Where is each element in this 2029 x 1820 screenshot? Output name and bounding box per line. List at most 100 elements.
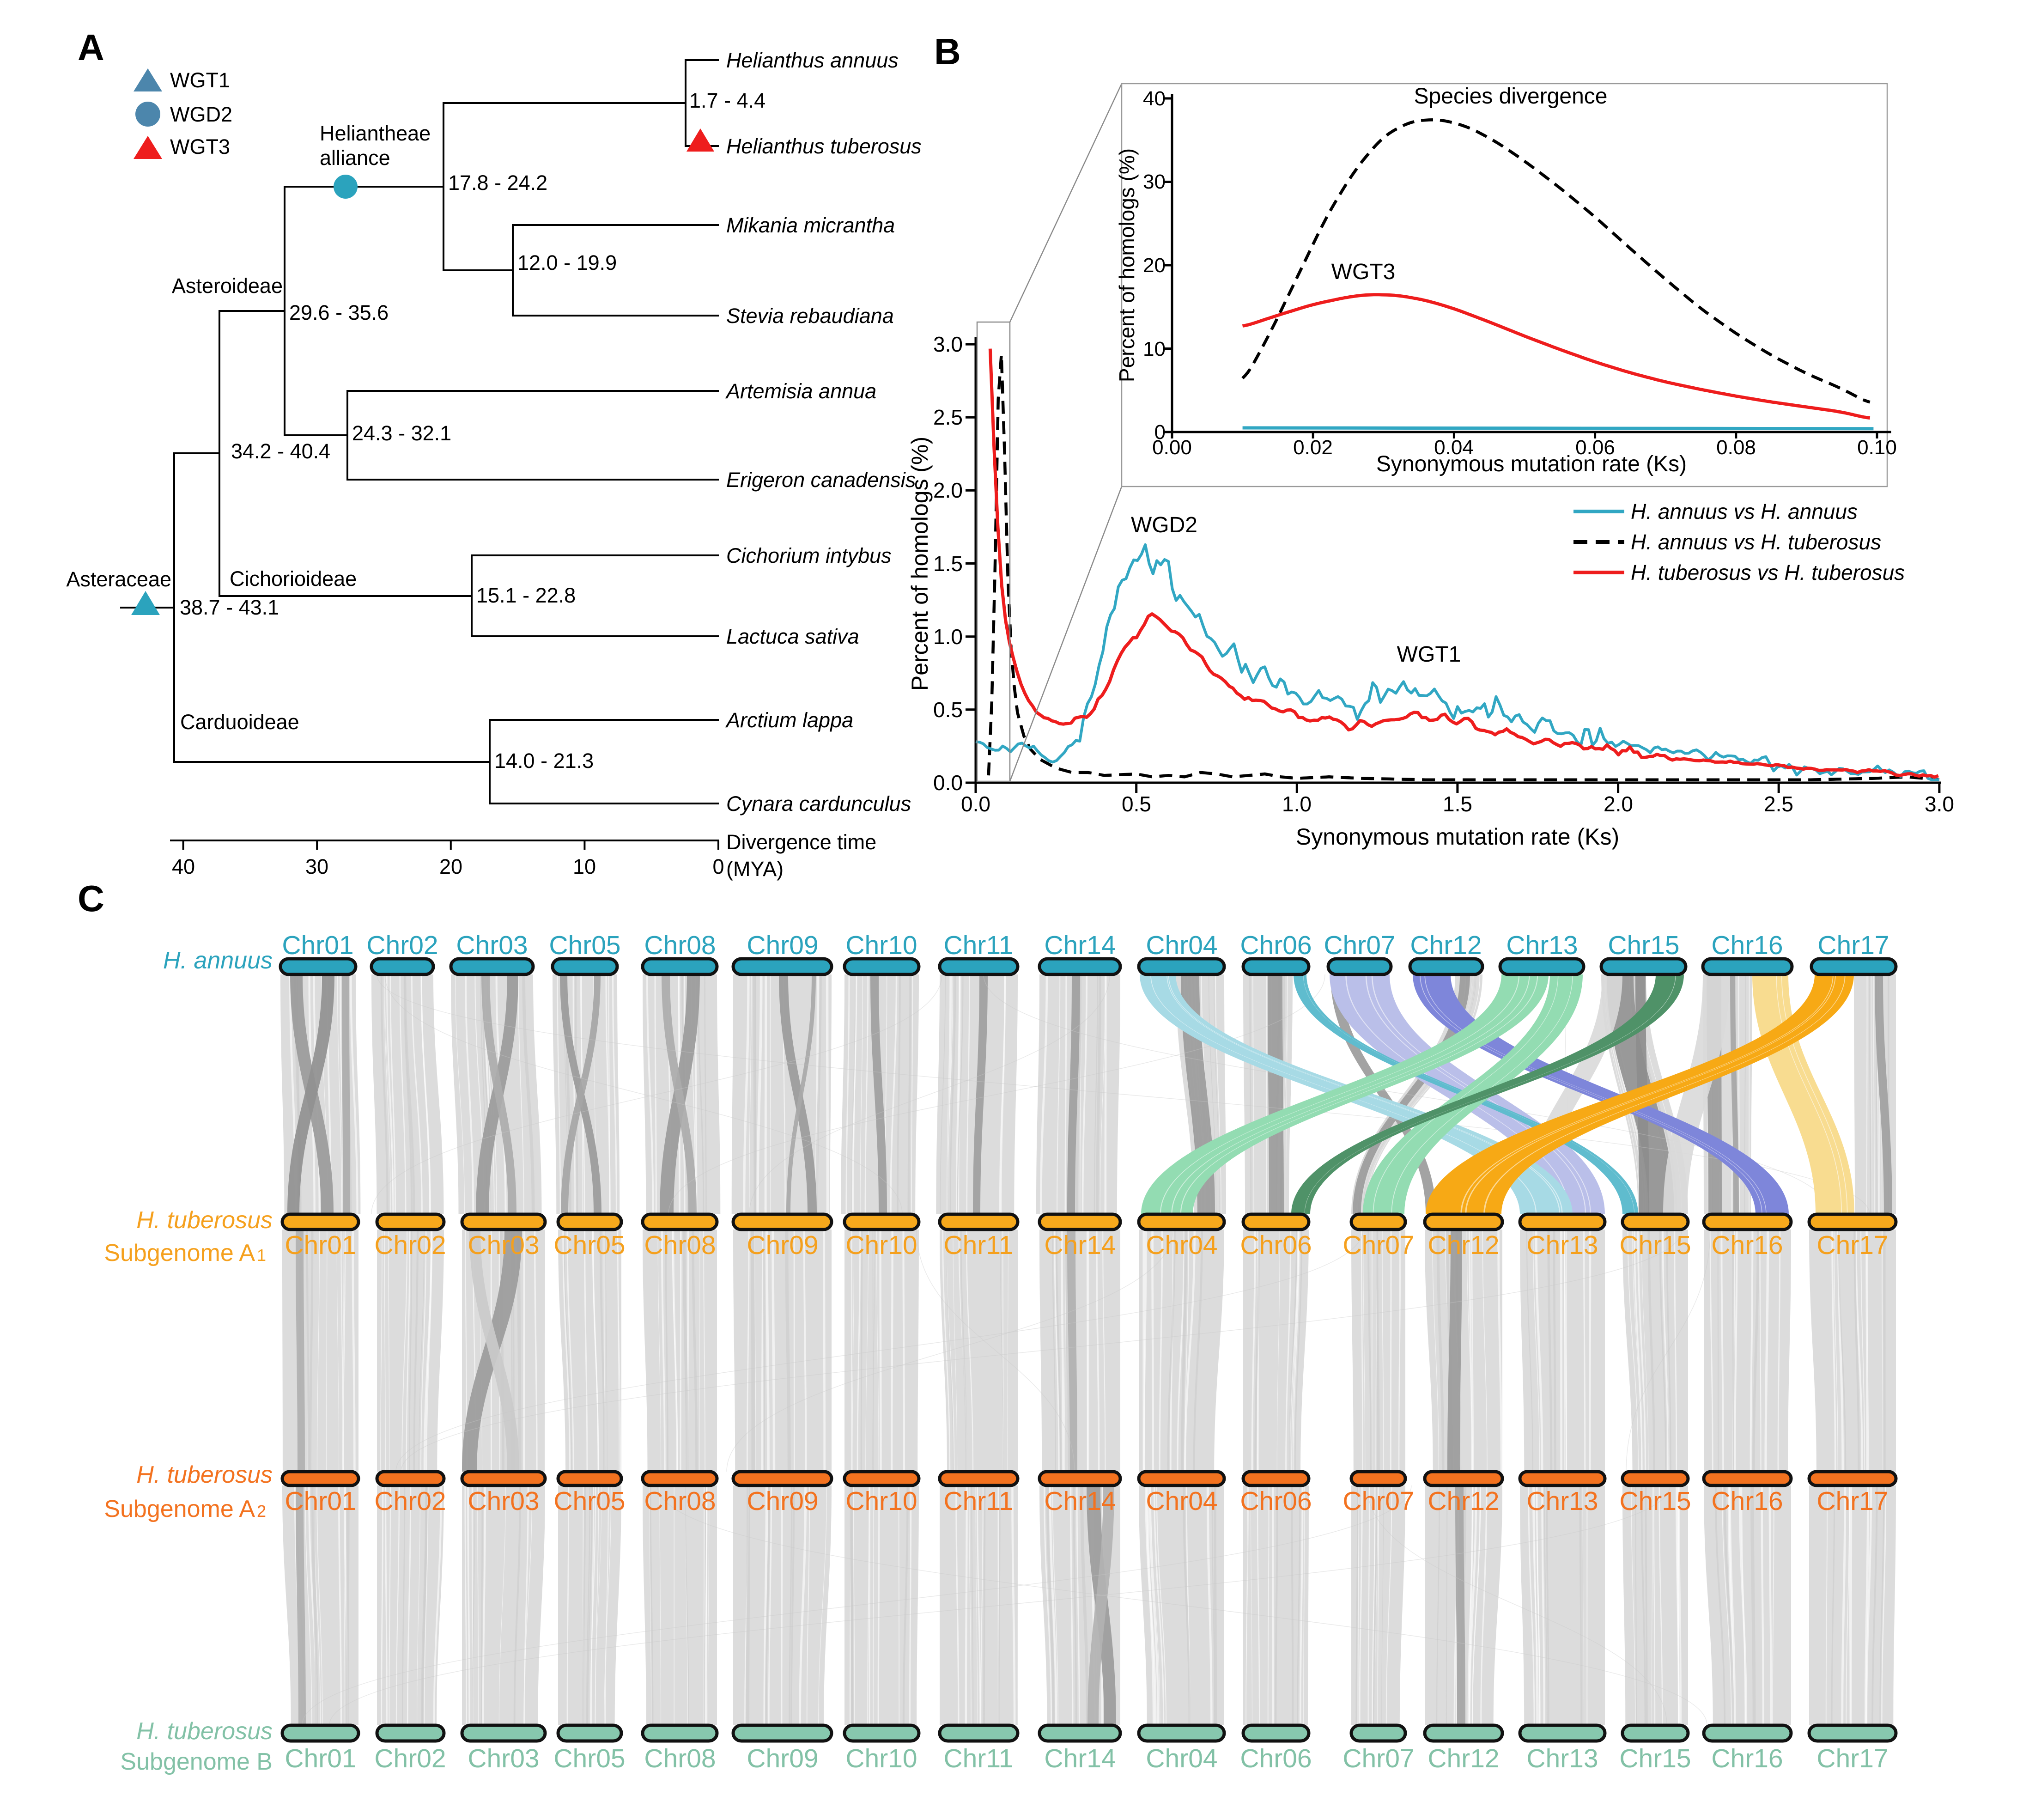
svg-text:Chr08: Chr08 (644, 1744, 716, 1773)
svg-text:Chr05: Chr05 (553, 1744, 625, 1773)
svg-text:0.04: 0.04 (1434, 436, 1474, 459)
svg-text:Chr14: Chr14 (1044, 1230, 1116, 1260)
svg-text:Divergence time: Divergence time (726, 830, 876, 854)
svg-text:Chr03: Chr03 (468, 1230, 539, 1260)
svg-text:Chr09: Chr09 (747, 1744, 818, 1773)
svg-text:0.10: 0.10 (1857, 436, 1897, 459)
svg-text:29.6 - 35.6: 29.6 - 35.6 (289, 301, 389, 324)
svg-text:WGD2: WGD2 (1131, 513, 1197, 537)
svg-text:Chr15: Chr15 (1619, 1744, 1691, 1773)
svg-text:0.02: 0.02 (1293, 436, 1333, 459)
svg-text:Chr16: Chr16 (1711, 1230, 1783, 1260)
svg-text:H. tuberosus: H. tuberosus (136, 1461, 273, 1488)
svg-text:Chr04: Chr04 (1146, 1486, 1217, 1516)
svg-text:0.00: 0.00 (1152, 436, 1192, 459)
svg-text:Chr04: Chr04 (1146, 931, 1217, 960)
svg-text:Helianthus annuus: Helianthus annuus (726, 49, 899, 72)
svg-text:Percent of homologs (%): Percent of homologs (%) (1115, 148, 1139, 382)
svg-text:Chr13: Chr13 (1526, 1486, 1598, 1516)
svg-text:Chr06: Chr06 (1240, 1230, 1312, 1260)
svg-text:0.5: 0.5 (933, 698, 963, 722)
svg-text:Chr04: Chr04 (1146, 1230, 1217, 1260)
svg-text:Chr08: Chr08 (644, 931, 716, 960)
svg-text:WGT3: WGT3 (1331, 260, 1396, 284)
svg-text:0.5: 0.5 (1122, 792, 1151, 816)
svg-text:1.0: 1.0 (933, 625, 963, 649)
svg-text:Chr12: Chr12 (1410, 931, 1482, 960)
svg-text:Chr05: Chr05 (553, 1230, 625, 1260)
svg-text:Chr01: Chr01 (282, 931, 353, 960)
svg-text:3.0: 3.0 (933, 332, 963, 356)
svg-text:Chr02: Chr02 (374, 1486, 446, 1516)
svg-text:Cichorioideae: Cichorioideae (230, 567, 357, 590)
svg-text:(MYA): (MYA) (726, 857, 784, 881)
svg-text:Chr14: Chr14 (1044, 1486, 1116, 1516)
svg-text:Synonymous mutation rate (Ks): Synonymous mutation rate (Ks) (1376, 452, 1687, 476)
svg-text:Chr06: Chr06 (1240, 1486, 1312, 1516)
svg-text:Chr16: Chr16 (1711, 1486, 1783, 1516)
svg-text:Chr03: Chr03 (468, 1486, 539, 1516)
svg-text:30: 30 (305, 855, 328, 878)
svg-text:0: 0 (712, 855, 724, 878)
svg-text:1.5: 1.5 (1443, 792, 1472, 816)
svg-text:Chr02: Chr02 (374, 1230, 446, 1260)
svg-text:Chr07: Chr07 (1324, 931, 1395, 960)
svg-text:15.1 - 22.8: 15.1 - 22.8 (476, 584, 576, 607)
svg-text:Asteroideae: Asteroideae (172, 274, 283, 298)
svg-text:Chr09: Chr09 (747, 1486, 818, 1516)
svg-text:Chr13: Chr13 (1526, 1230, 1598, 1260)
svg-text:Percent of homologs (%): Percent of homologs (%) (907, 437, 933, 691)
svg-text:Chr11: Chr11 (943, 931, 1013, 960)
svg-text:0.06: 0.06 (1575, 436, 1615, 459)
svg-text:H. tuberosus: H. tuberosus (136, 1207, 273, 1234)
svg-text:1.7 - 4.4: 1.7 - 4.4 (689, 89, 765, 112)
svg-text:Helianthus tuberosus: Helianthus tuberosus (726, 134, 922, 158)
svg-text:Chr01: Chr01 (285, 1230, 356, 1260)
svg-text:Chr10: Chr10 (845, 1744, 917, 1773)
svg-text:Chr02: Chr02 (374, 1744, 446, 1773)
svg-text:Chr06: Chr06 (1240, 1744, 1312, 1773)
svg-text:Arctium lappa: Arctium lappa (725, 708, 853, 732)
svg-text:Chr17: Chr17 (1816, 1744, 1888, 1773)
svg-text:40: 40 (1143, 87, 1166, 110)
svg-text:30: 30 (1143, 170, 1166, 193)
svg-text:Artemisia annua: Artemisia annua (725, 379, 876, 403)
svg-text:Chr11: Chr11 (943, 1230, 1013, 1260)
svg-text:Chr14: Chr14 (1044, 931, 1116, 960)
svg-text:Species divergence: Species divergence (1414, 84, 1608, 109)
svg-text:10: 10 (573, 855, 596, 878)
svg-text:1.5: 1.5 (933, 552, 963, 576)
svg-text:Chr09: Chr09 (747, 1230, 818, 1260)
svg-text:12.0 - 19.9: 12.0 - 19.9 (517, 251, 617, 274)
svg-text:Chr12: Chr12 (1428, 1230, 1499, 1260)
svg-text:alliance: alliance (320, 146, 390, 170)
svg-text:H. tuberosus vs H. tuberosus: H. tuberosus vs H. tuberosus (1631, 560, 1905, 584)
svg-text:Subgenome A: Subgenome A (104, 1496, 255, 1522)
svg-text:Chr15: Chr15 (1608, 931, 1679, 960)
svg-text:Chr10: Chr10 (845, 931, 917, 960)
svg-text:Chr01: Chr01 (285, 1486, 356, 1516)
svg-text:0.0: 0.0 (933, 771, 963, 795)
svg-text:Chr07: Chr07 (1343, 1486, 1414, 1516)
svg-text:Chr01: Chr01 (285, 1744, 356, 1773)
svg-text:C: C (78, 878, 104, 919)
svg-text:Heliantheae: Heliantheae (320, 122, 431, 145)
svg-text:H. annuus vs H. annuus: H. annuus vs H. annuus (1631, 499, 1858, 523)
svg-text:Chr13: Chr13 (1506, 931, 1578, 960)
svg-text:Chr13: Chr13 (1526, 1744, 1598, 1773)
svg-text:Chr07: Chr07 (1343, 1230, 1414, 1260)
svg-text:24.3 - 32.1: 24.3 - 32.1 (352, 421, 451, 445)
svg-text:Chr11: Chr11 (943, 1744, 1013, 1773)
svg-text:Cichorium intybus: Cichorium intybus (726, 544, 892, 567)
svg-text:2: 2 (257, 1502, 266, 1521)
svg-text:Chr16: Chr16 (1711, 1744, 1783, 1773)
svg-text:Lactuca sativa: Lactuca sativa (726, 625, 859, 648)
svg-text:20: 20 (1143, 254, 1166, 277)
svg-text:Chr05: Chr05 (553, 1486, 625, 1516)
svg-text:Chr04: Chr04 (1146, 1744, 1217, 1773)
svg-text:Chr10: Chr10 (845, 1486, 917, 1516)
svg-text:Erigeron canadensis: Erigeron canadensis (726, 468, 916, 492)
svg-text:Chr07: Chr07 (1343, 1744, 1414, 1773)
svg-text:Synonymous mutation rate (Ks): Synonymous mutation rate (Ks) (1296, 824, 1619, 850)
svg-text:H. annuus vs H. tuberosus: H. annuus vs H. tuberosus (1631, 530, 1881, 554)
